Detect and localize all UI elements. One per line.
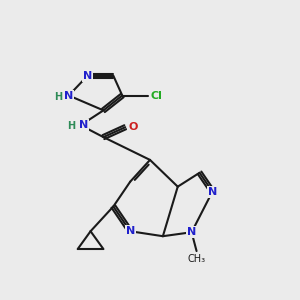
Text: N: N (187, 227, 196, 237)
Text: O: O (128, 122, 138, 132)
Text: N: N (83, 71, 92, 81)
Text: N: N (79, 120, 88, 130)
Text: Cl: Cl (151, 91, 163, 100)
Text: N: N (208, 187, 217, 196)
Text: H: H (68, 121, 76, 131)
Text: CH₃: CH₃ (188, 254, 206, 264)
Text: N: N (64, 91, 74, 100)
Text: N: N (126, 226, 135, 236)
Text: H: H (54, 92, 62, 101)
